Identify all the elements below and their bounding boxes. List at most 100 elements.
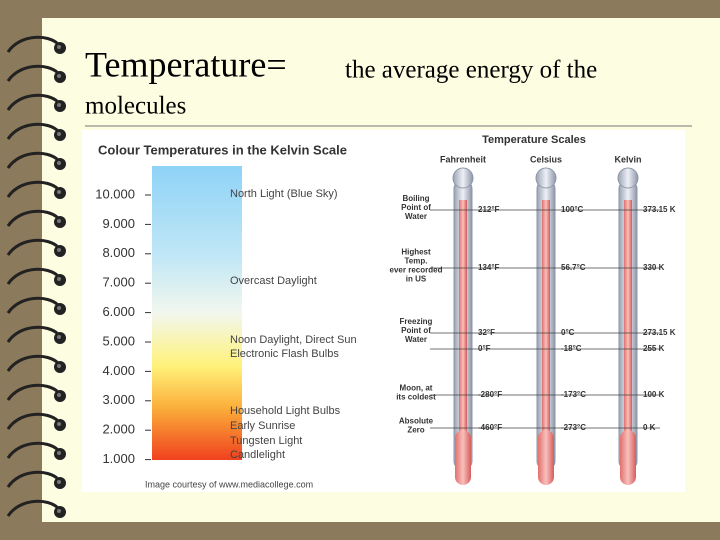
row-value: 373.15 K <box>643 205 676 214</box>
row-value: 255 K <box>643 344 665 353</box>
row-value: 0°C <box>561 328 575 337</box>
row-value: 100 K <box>643 390 665 399</box>
row-value: -173°C <box>561 390 586 399</box>
ring <box>6 354 60 372</box>
ring <box>6 151 60 169</box>
ring-hole-shine <box>57 480 61 484</box>
bulb <box>620 430 636 485</box>
row-value: 0 K <box>643 423 656 432</box>
ring-hole-shine <box>57 509 61 513</box>
title-rest: the average energy of the <box>345 57 597 84</box>
row-value: 56.7°C <box>561 263 586 272</box>
row-value: 330 K <box>643 263 665 272</box>
ring-hole-shine <box>57 393 61 397</box>
row-value: 0°F <box>478 344 491 353</box>
row-label: Absolute <box>399 417 434 426</box>
row-label: Water <box>405 335 427 344</box>
row-value: -18°C <box>561 344 582 353</box>
ring <box>6 383 60 401</box>
ring <box>6 412 60 430</box>
ring-hole-shine <box>57 306 61 310</box>
kelvin-note: North Light (Blue Sky) <box>230 188 338 200</box>
bulb <box>455 430 471 485</box>
kelvin-tick-label: 5.000 <box>102 333 135 348</box>
ring-hole-shine <box>57 364 61 368</box>
ring <box>6 470 60 488</box>
row-value: 134°F <box>478 263 500 272</box>
tube-top <box>452 167 474 189</box>
ring-hole-shine <box>57 190 61 194</box>
row-value: 32°F <box>478 328 495 337</box>
bulb <box>538 430 554 485</box>
kelvin-note: Noon Daylight, Direct Sun <box>230 334 357 346</box>
mercury <box>624 200 632 460</box>
mercury <box>542 200 550 460</box>
row-value: -280°F <box>478 390 502 399</box>
ring <box>6 209 60 227</box>
ring <box>6 35 60 53</box>
color-gradient <box>152 166 242 460</box>
ring-hole-shine <box>57 74 61 78</box>
ring <box>6 180 60 198</box>
kelvin-tick-label: 3.000 <box>102 392 135 407</box>
row-label: Freezing <box>400 317 433 326</box>
ring-hole-shine <box>57 45 61 49</box>
ring-hole-shine <box>57 277 61 281</box>
kelvin-tick-label: 1.000 <box>102 451 135 466</box>
row-label: Boiling <box>402 194 429 203</box>
kelvin-tick-label: 10.000 <box>95 186 135 201</box>
ring <box>6 499 60 517</box>
row-label: Temp. <box>405 257 428 266</box>
row-label: its coldest <box>396 393 436 402</box>
ring-hole-shine <box>57 161 61 165</box>
ring <box>6 441 60 459</box>
tube-top <box>617 167 639 189</box>
kelvin-tick-label: 9.000 <box>102 216 135 231</box>
title-line2: molecules <box>85 93 186 120</box>
kelvin-note: Electronic Flash Bulbs <box>230 348 339 360</box>
ring <box>6 238 60 256</box>
kelvin-note: Household Light Bulbs <box>230 405 341 417</box>
row-label: Highest <box>401 248 431 257</box>
kelvin-tick-label: 7.000 <box>102 275 135 290</box>
ring-hole-shine <box>57 103 61 107</box>
kelvin-note: Candlelight <box>230 449 285 461</box>
credit: Image courtesy of www.mediacollege.com <box>145 479 313 489</box>
ring <box>6 267 60 285</box>
ring <box>6 122 60 140</box>
ring-hole-shine <box>57 132 61 136</box>
row-label: in US <box>406 275 427 284</box>
ring <box>6 64 60 82</box>
row-label: ever recorded <box>390 266 443 275</box>
title-main: Temperature= <box>85 44 287 84</box>
kelvin-tick-label: 6.000 <box>102 304 135 319</box>
temp-scales-panel <box>372 130 685 492</box>
row-value: 100°C <box>561 205 584 214</box>
scale-header: Celsius <box>530 154 562 164</box>
row-label: Moon, at <box>400 384 433 393</box>
scale-header: Fahrenheit <box>440 154 486 164</box>
row-value: -460°F <box>478 423 502 432</box>
scale-header: Kelvin <box>614 154 641 164</box>
kelvin-tick-label: 2.000 <box>102 422 135 437</box>
ring <box>6 93 60 111</box>
ring-hole-shine <box>57 451 61 455</box>
row-value: 273.15 K <box>643 328 676 337</box>
kelvin-note: Early Sunrise <box>230 420 295 432</box>
ring <box>6 325 60 343</box>
row-label: Zero <box>407 426 424 435</box>
temp-scales-title: Temperature Scales <box>482 134 586 146</box>
tube-top <box>535 167 557 189</box>
row-label: Point of <box>401 203 431 212</box>
row-label: Point of <box>401 326 431 335</box>
kelvin-tick-label: 4.000 <box>102 363 135 378</box>
row-label: Water <box>405 212 427 221</box>
kelvin-tick-label: 8.000 <box>102 245 135 260</box>
ring-hole-shine <box>57 335 61 339</box>
row-value: 212°F <box>478 205 500 214</box>
ring-hole-shine <box>57 219 61 223</box>
color-scale-title: Colour Temperatures in the Kelvin Scale <box>98 142 347 157</box>
row-value: -273°C <box>561 423 586 432</box>
